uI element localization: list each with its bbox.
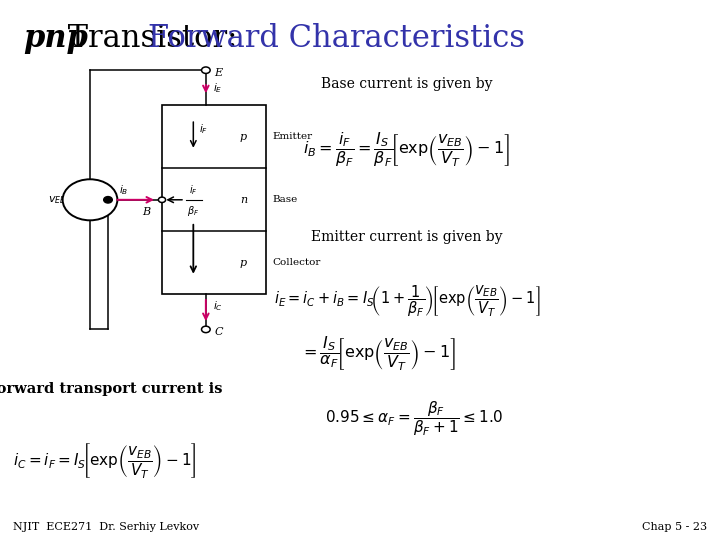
Circle shape	[63, 179, 117, 220]
Text: p: p	[240, 132, 247, 142]
Text: n: n	[240, 195, 247, 205]
Text: E: E	[215, 68, 222, 78]
Text: $i_B = \dfrac{i_F}{\beta_F} = \dfrac{I_S}{\beta_F}\!\left[\exp\!\left(\dfrac{v_{: $i_B = \dfrac{i_F}{\beta_F} = \dfrac{I_S…	[303, 131, 510, 170]
Text: $0.95 \leq \alpha_F = \dfrac{\beta_F}{\beta_F+1} \leq 1.0$: $0.95 \leq \alpha_F = \dfrac{\beta_F}{\b…	[325, 399, 503, 438]
Text: $i_F$: $i_F$	[189, 183, 198, 197]
Text: +: +	[84, 185, 96, 199]
Text: $i_E = i_C + i_B = I_S\!\left(1+\dfrac{1}{\beta_F}\right)\!\left[\exp\!\left(\df: $i_E = i_C + i_B = I_S\!\left(1+\dfrac{1…	[274, 284, 540, 319]
Text: B: B	[142, 207, 150, 217]
Text: p: p	[240, 258, 247, 268]
Text: Chap 5 - 23: Chap 5 - 23	[642, 522, 707, 531]
Text: $v_{EB}$: $v_{EB}$	[48, 194, 67, 206]
Circle shape	[104, 197, 112, 203]
Text: $i_C = i_F = I_S\!\left[\exp\!\left(\dfrac{v_{EB}}{V_T}\right)-1\right]$: $i_C = i_F = I_S\!\left[\exp\!\left(\dfr…	[12, 442, 197, 481]
Text: Emitter current is given by: Emitter current is given by	[311, 230, 503, 244]
Text: Forward Characteristics: Forward Characteristics	[148, 23, 525, 55]
Text: pnp: pnp	[23, 23, 88, 55]
Text: −: −	[83, 199, 97, 218]
Circle shape	[158, 197, 166, 202]
Text: $i_B$: $i_B$	[119, 183, 128, 197]
Text: $i_F$: $i_F$	[199, 123, 208, 136]
Text: $\beta_F$: $\beta_F$	[187, 204, 199, 218]
Text: Forward transport current is: Forward transport current is	[0, 382, 222, 396]
Text: Emitter: Emitter	[272, 132, 312, 141]
Text: NJIT  ECE271  Dr. Serhiy Levkov: NJIT ECE271 Dr. Serhiy Levkov	[13, 522, 199, 531]
Circle shape	[202, 326, 210, 333]
Text: $i_C$: $i_C$	[213, 299, 223, 313]
Text: C: C	[215, 327, 223, 337]
Circle shape	[202, 67, 210, 73]
Text: Collector: Collector	[272, 258, 320, 267]
Text: $i_E$: $i_E$	[213, 81, 222, 95]
Text: Transistor:: Transistor:	[58, 23, 247, 55]
Text: Base current is given by: Base current is given by	[321, 77, 492, 91]
Text: Base: Base	[272, 195, 297, 204]
Text: $= \dfrac{I_S}{\alpha_F}\!\left[\exp\!\left(\dfrac{v_{EB}}{V_T}\right)-1\right]$: $= \dfrac{I_S}{\alpha_F}\!\left[\exp\!\l…	[300, 334, 456, 373]
